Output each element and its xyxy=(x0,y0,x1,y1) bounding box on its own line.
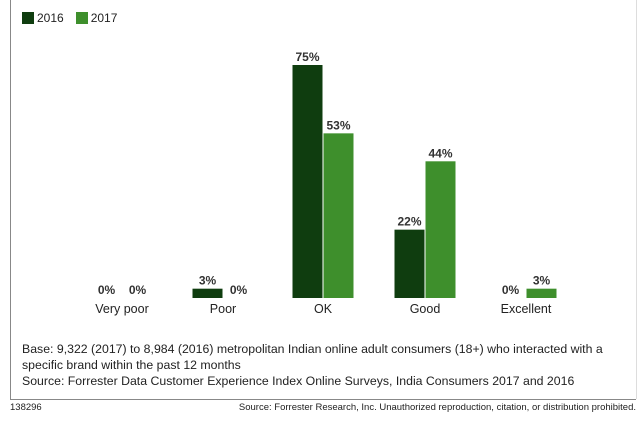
data-label-2016-good: 22% xyxy=(397,215,421,229)
bar-2017-good xyxy=(425,161,456,298)
data-label-2017-good: 44% xyxy=(428,146,452,160)
base-note: Base: 9,322 (2017) to 8,984 (2016) metro… xyxy=(22,342,603,372)
legend-label-2017: 2017 xyxy=(90,11,118,25)
category-label-very-poor: Very poor xyxy=(95,302,149,316)
category-label-good: Good xyxy=(410,302,441,316)
chart-legend: 2016 2017 xyxy=(22,11,129,25)
data-label-2016-very-poor: 0% xyxy=(98,283,116,297)
legend-swatch-2016 xyxy=(22,12,34,24)
bar-2017-excellent xyxy=(526,288,557,298)
footer: 138296 Source: Forrester Research, Inc. … xyxy=(10,402,636,413)
category-label-ok: OK xyxy=(314,302,333,316)
right-border xyxy=(636,0,637,399)
legend-item-2016: 2016 xyxy=(22,11,64,25)
footer-id: 138296 xyxy=(10,402,42,413)
data-label-2016-ok: 75% xyxy=(295,50,319,64)
left-border xyxy=(10,0,11,399)
legend-swatch-2017 xyxy=(75,12,88,24)
data-label-2017-poor: 0% xyxy=(230,283,248,297)
bar-2016-ok xyxy=(292,65,323,298)
bar-chart: 0% 0% Very poor 3% 0% Poor 75% 53% OK 22% 44% Good 0… xyxy=(95,50,557,316)
chart-notes: Base: 9,322 (2017) to 8,984 (2016) metro… xyxy=(22,341,632,389)
bar-2016-good xyxy=(394,229,425,298)
data-label-2017-excellent: 3% xyxy=(533,274,551,288)
category-label-poor: Poor xyxy=(210,302,236,316)
data-label-2016-excellent: 0% xyxy=(502,283,520,297)
bar-2016-poor xyxy=(192,288,223,298)
source-note: Source: Forrester Data Customer Experien… xyxy=(22,374,575,388)
data-label-2016-poor: 3% xyxy=(199,274,217,288)
footer-divider xyxy=(10,399,636,400)
legend-item-2017: 2017 xyxy=(75,11,118,25)
data-label-2017-ok: 53% xyxy=(326,118,350,132)
data-label-2017-very-poor: 0% xyxy=(129,283,147,297)
footer-credit: Source: Forrester Research, Inc. Unautho… xyxy=(238,402,636,413)
legend-label-2016: 2016 xyxy=(37,11,64,25)
bar-2017-ok xyxy=(323,133,354,298)
category-label-excellent: Excellent xyxy=(501,302,552,316)
